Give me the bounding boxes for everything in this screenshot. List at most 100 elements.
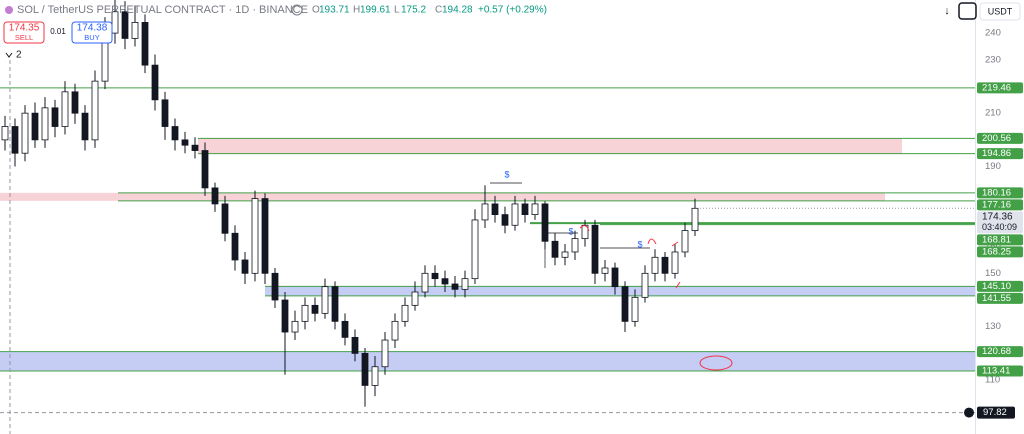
sell-price: 174.35	[9, 23, 40, 34]
price-label: 194.86	[982, 148, 1011, 159]
candle-body	[631, 296, 639, 322]
candle-body	[471, 219, 479, 280]
drawing	[699, 355, 733, 371]
symbol-title: SOL / TetherUS PERPETUAL CONTRACT · 1D ·…	[17, 4, 308, 16]
price-label-bg	[977, 132, 1023, 144]
y-tick-label: 150	[985, 268, 1001, 279]
indicator-count: 2	[16, 50, 22, 61]
candle-body	[271, 272, 279, 301]
y-tick-label: 110	[985, 375, 1000, 386]
y-tick-label: 190	[985, 161, 1001, 172]
price-label: 113.41	[982, 365, 1010, 376]
plot-area: $ $ $	[0, 0, 975, 434]
add-button[interactable]	[964, 407, 974, 418]
screenshot-icon[interactable]	[958, 2, 977, 20]
ohlc-values: O 193.71 H 199.61 L 175.2 C 194.28 +0.57 (+0.29%…	[312, 5, 547, 16]
price-label: 145.10	[982, 281, 1011, 292]
candle-body	[461, 278, 469, 290]
candle-body	[121, 11, 129, 39]
candle-body	[621, 286, 629, 322]
candle-body	[321, 286, 329, 314]
candle-body	[401, 304, 409, 322]
price-axis: 110130150160190210230240219.46200.56194.…	[964, 28, 1023, 419]
candle-body	[251, 198, 259, 274]
candle-body	[111, 11, 119, 34]
y-tick-label: 210	[985, 108, 1001, 119]
currency-button[interactable]	[979, 2, 1021, 21]
ohlc-value: 193.71	[319, 5, 350, 16]
price-label-bg	[977, 346, 1023, 358]
candle-body	[31, 112, 39, 141]
ohlc-value: 194.28	[442, 5, 473, 16]
candle-body	[141, 22, 149, 66]
price-label-bg	[977, 292, 1023, 304]
chevron[interactable]	[5, 52, 13, 58]
candle-body	[301, 304, 309, 322]
candle-body	[291, 320, 299, 333]
price-label-bg	[977, 280, 1023, 292]
candle-body	[161, 99, 169, 127]
candle-body	[691, 207, 699, 232]
buy-label: BUY	[84, 33, 99, 42]
candle-body	[191, 144, 199, 151]
zone	[198, 138, 902, 154]
candle-body	[151, 64, 159, 101]
price-label-bg	[977, 148, 1023, 160]
quantity: 0.01	[50, 27, 66, 36]
price-label: 141.55	[982, 293, 1011, 304]
candle-body	[311, 304, 319, 314]
candle-body	[561, 251, 569, 258]
price-label-bg	[977, 234, 1023, 246]
candle-body	[481, 203, 489, 221]
price-label: 219.46	[982, 82, 1011, 93]
candle-body	[281, 299, 289, 333]
candle-body	[331, 286, 339, 322]
candle-body	[11, 126, 19, 154]
candle-body	[551, 240, 559, 258]
candle-body	[441, 278, 449, 285]
price-label: 180.16	[982, 187, 1011, 198]
drawing	[579, 225, 681, 289]
y-tick-label: 230	[985, 54, 1001, 65]
candle-body	[81, 112, 89, 141]
ohlc-value: 175.2	[401, 5, 426, 16]
candle-body	[431, 272, 439, 280]
header: SOL / TetherUS PERPETUAL CONTRACT · 1D ·…	[3, 2, 1021, 61]
ohlc-key: O	[312, 5, 320, 16]
candle-body	[261, 198, 269, 274]
download-icon[interactable]: ↓	[944, 5, 950, 17]
candle-body	[221, 203, 229, 234]
ohlc-key: H	[353, 5, 360, 16]
candle-body	[521, 203, 529, 215]
ohlc-value: 199.61	[360, 5, 391, 16]
candle-body	[41, 107, 49, 141]
candle-body	[531, 203, 539, 215]
candle-body	[391, 320, 399, 341]
candle-body	[511, 203, 519, 226]
candle-body	[351, 336, 359, 354]
buy-button[interactable]	[71, 21, 113, 44]
candle-body	[651, 256, 659, 274]
candle-body	[491, 203, 499, 215]
price-label: 168.81	[982, 234, 1011, 245]
candle-body	[681, 230, 689, 253]
candle-body	[361, 352, 369, 386]
zone	[0, 351, 975, 371]
y-tick-label: 130	[985, 321, 1001, 332]
candle-body	[61, 91, 69, 127]
candle-body	[181, 139, 189, 146]
candle-body	[131, 22, 139, 39]
crosshair-label: 97.82	[983, 407, 1007, 418]
candle-body	[381, 339, 389, 368]
currency: USDT	[988, 6, 1013, 16]
sell-button[interactable]	[3, 21, 45, 44]
eye-icon	[291, 4, 303, 16]
candle-body	[171, 126, 179, 141]
annotation: $	[568, 226, 573, 236]
price-label: 177.16	[982, 199, 1011, 210]
buy-price: 174.38	[77, 23, 108, 34]
price-label-bg	[977, 187, 1023, 199]
drawing	[490, 182, 650, 268]
symbol-icon	[5, 6, 13, 14]
